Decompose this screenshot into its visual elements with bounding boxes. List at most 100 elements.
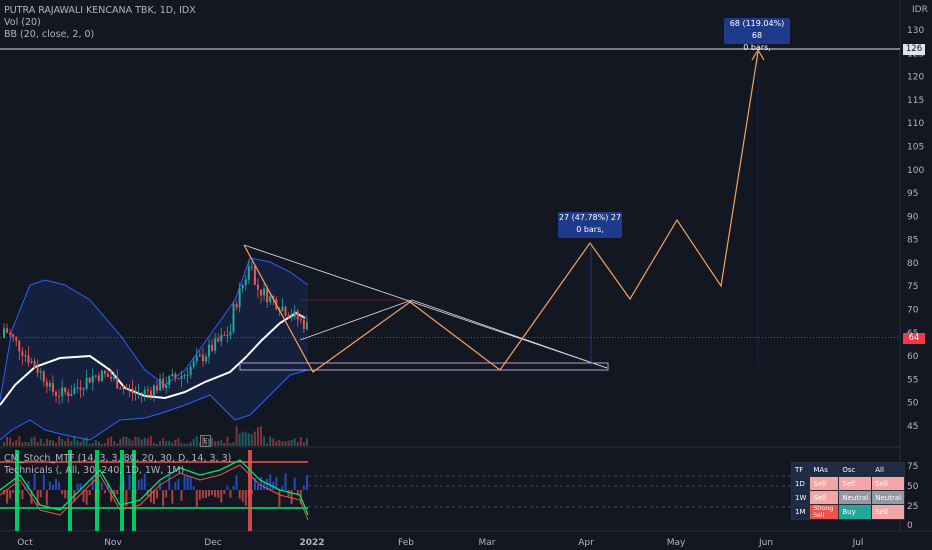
candle-body bbox=[198, 354, 201, 357]
volume-bar bbox=[45, 438, 48, 446]
histogram-bar bbox=[260, 477, 263, 490]
candle-body bbox=[27, 355, 30, 363]
stoch-legend[interactable]: CM_Stoch_MTF (14, 3, 3, 80, 20, 30, D, 1… bbox=[4, 453, 232, 464]
candle-body bbox=[143, 389, 146, 395]
volume-bar bbox=[275, 441, 278, 446]
candle-body bbox=[290, 316, 293, 318]
technicals-legend[interactable]: Technicals (, All, 30, 240, 1D, 1W, 1M) bbox=[4, 465, 185, 476]
price-axis-label: 70 bbox=[907, 306, 919, 316]
earnings-marker[interactable]: E bbox=[200, 435, 211, 447]
price-axis-label: 90 bbox=[907, 212, 919, 222]
volume-bar bbox=[61, 438, 64, 446]
candle-body bbox=[305, 321, 308, 329]
candle-body bbox=[9, 332, 12, 335]
histogram-bar bbox=[42, 474, 45, 490]
current-price-tag: 64 bbox=[903, 333, 925, 344]
candle-body bbox=[33, 361, 36, 368]
volume-bar bbox=[3, 442, 5, 446]
volume-bar bbox=[217, 440, 220, 446]
volume-bar bbox=[15, 440, 18, 446]
candle-body bbox=[247, 266, 250, 280]
candle-body bbox=[235, 304, 238, 308]
bb-legend[interactable]: BB (20, close, 2, 0) bbox=[4, 29, 95, 40]
time-axis-label: May bbox=[667, 538, 686, 548]
candle-body bbox=[85, 377, 88, 389]
candle-body bbox=[51, 383, 54, 392]
osc-axis-label: 0 bbox=[907, 521, 913, 531]
volume-bar bbox=[162, 438, 165, 446]
mid-callout: 27 (47.78%) 27 0 bars, bbox=[558, 212, 622, 238]
volume-bar bbox=[12, 442, 15, 446]
volume-bar bbox=[125, 436, 128, 446]
volume-bar bbox=[128, 438, 131, 446]
candle-body bbox=[3, 328, 5, 338]
candle-body bbox=[281, 306, 284, 312]
price-axis-label: 55 bbox=[907, 375, 918, 385]
volume-bar bbox=[79, 441, 82, 446]
volume-bar bbox=[296, 441, 299, 446]
volume-bar bbox=[30, 437, 33, 446]
histogram-bar bbox=[9, 490, 12, 499]
volume-bar bbox=[18, 436, 21, 446]
candle-body bbox=[183, 375, 186, 377]
volume-bar bbox=[137, 437, 140, 446]
candle-body bbox=[220, 334, 223, 342]
candle-body bbox=[82, 388, 85, 390]
histogram-bar bbox=[183, 475, 186, 490]
volume-bar bbox=[88, 443, 91, 446]
bb-fill bbox=[0, 258, 308, 440]
histogram-bar bbox=[159, 482, 162, 490]
volume-bar bbox=[208, 438, 211, 446]
candle-body bbox=[91, 375, 94, 383]
histogram-bar bbox=[137, 479, 140, 490]
histogram-bar bbox=[113, 490, 116, 497]
time-axis-label: Nov bbox=[104, 538, 122, 548]
mas-1m: Strong Sell bbox=[809, 504, 840, 520]
volume-bar bbox=[82, 438, 85, 446]
histogram-bar bbox=[143, 473, 146, 490]
time-axis-label: Jul bbox=[852, 538, 864, 548]
volume-bar bbox=[284, 441, 287, 446]
target-price-tag: 126 bbox=[903, 44, 925, 55]
candle-body bbox=[45, 381, 48, 387]
price-axis-label: 80 bbox=[907, 259, 919, 269]
volume-bar bbox=[223, 442, 226, 446]
histogram-bar bbox=[149, 490, 152, 503]
volume-bar bbox=[204, 442, 207, 446]
histogram-bar bbox=[116, 490, 119, 495]
projection-path bbox=[243, 51, 759, 373]
candle-body bbox=[177, 378, 180, 380]
candle-body bbox=[192, 361, 195, 367]
volume-bar bbox=[253, 431, 256, 446]
bb-basis bbox=[0, 311, 306, 406]
volume-bar bbox=[290, 439, 293, 446]
candle-body bbox=[100, 370, 103, 381]
histogram-bar bbox=[45, 490, 48, 506]
wedge-lower-line-2 bbox=[411, 299, 608, 369]
candle-body bbox=[284, 306, 287, 316]
histogram-bar bbox=[110, 490, 113, 502]
volume-bar bbox=[247, 433, 250, 446]
volume-bar bbox=[189, 442, 192, 446]
candle-body bbox=[36, 367, 39, 373]
histogram-bar bbox=[12, 490, 15, 494]
target-callout-bars: 0 bars, bbox=[743, 43, 771, 52]
histogram-bar bbox=[88, 490, 91, 495]
histogram-bar bbox=[55, 478, 58, 490]
symbol-title[interactable]: PUTRA RAJAWALI KENCANA TBK, 1D, IDX bbox=[4, 5, 196, 16]
th-mas: MAs bbox=[809, 462, 840, 477]
volume-legend[interactable]: Vol (20) bbox=[4, 17, 41, 28]
candle-body bbox=[61, 387, 64, 397]
volume-bar bbox=[269, 436, 272, 446]
time-axis-label: Oct bbox=[17, 538, 33, 548]
volume-bar bbox=[33, 436, 36, 446]
time-axis-label: Apr bbox=[578, 538, 594, 548]
candle-body bbox=[217, 338, 220, 342]
candle-body bbox=[152, 385, 155, 396]
candle-body bbox=[241, 284, 244, 289]
candle-body bbox=[88, 377, 91, 383]
osc-1w: Neutral bbox=[838, 490, 873, 505]
candle-body bbox=[55, 391, 58, 396]
